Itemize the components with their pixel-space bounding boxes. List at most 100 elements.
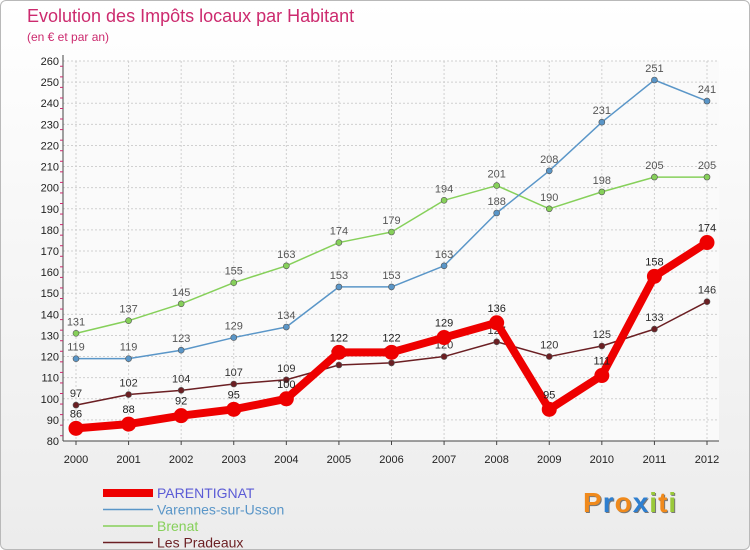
data-point — [493, 338, 500, 346]
data-label: 174 — [698, 223, 716, 235]
proxiti-logo: Proxiti — [583, 487, 677, 519]
data-label: 136 — [487, 303, 505, 315]
logo-letter: r — [602, 487, 615, 518]
data-label: 241 — [698, 84, 716, 96]
data-label: 163 — [435, 249, 453, 261]
logo-letter: t — [658, 487, 669, 518]
y-tick-label: 180 — [41, 225, 59, 237]
data-point — [125, 391, 132, 398]
x-tick-label: 2006 — [379, 454, 403, 466]
logo-letter: i — [649, 487, 659, 518]
data-label: 120 — [540, 340, 558, 352]
x-tick-label: 2012 — [695, 454, 719, 466]
data-label: 133 — [645, 312, 663, 324]
y-tick-label: 80 — [47, 436, 59, 448]
data-label: 153 — [330, 270, 348, 282]
data-point — [703, 173, 711, 181]
data-label: 97 — [70, 388, 82, 400]
data-point — [440, 197, 448, 204]
data-label: 251 — [645, 63, 663, 75]
data-label: 137 — [119, 304, 137, 316]
data-point — [72, 355, 80, 362]
x-tick-label: 2011 — [643, 454, 667, 466]
logo-letter: x — [632, 487, 650, 518]
data-point — [335, 239, 343, 246]
y-tick-label: 150 — [41, 288, 59, 300]
logo-letter: o — [614, 487, 633, 518]
y-tick-label: 170 — [41, 246, 59, 258]
data-point — [125, 317, 132, 324]
data-point — [545, 353, 553, 360]
data-point — [598, 188, 606, 196]
data-label: 123 — [172, 333, 190, 345]
data-label: 129 — [435, 318, 453, 330]
x-tick-label: 2002 — [169, 454, 193, 466]
data-point — [384, 344, 399, 360]
x-tick-label: 2000 — [64, 454, 88, 466]
x-tick-label: 2003 — [222, 454, 246, 466]
x-tick-label: 2001 — [116, 454, 140, 466]
data-point — [283, 323, 290, 331]
data-point — [173, 408, 189, 424]
y-tick-label: 90 — [47, 415, 59, 427]
data-point — [230, 334, 238, 341]
data-point — [545, 205, 553, 213]
data-point — [278, 391, 294, 407]
y-tick-label: 240 — [41, 98, 59, 110]
data-point — [335, 361, 343, 369]
x-tick-label: 2010 — [590, 454, 614, 466]
data-label: 155 — [225, 266, 243, 278]
y-tick-label: 250 — [41, 77, 59, 89]
data-point — [651, 173, 658, 181]
y-tick-label: 220 — [41, 140, 59, 152]
y-tick-label: 260 — [41, 56, 59, 68]
data-label: 95 — [543, 389, 555, 401]
data-label: 119 — [120, 342, 138, 354]
data-point — [72, 401, 80, 409]
data-point — [646, 268, 662, 284]
y-tick-label: 100 — [41, 394, 59, 406]
data-point — [545, 167, 553, 175]
data-point — [703, 298, 711, 305]
y-tick-label: 190 — [41, 204, 59, 216]
chart-title: Evolution des Impôts locaux par Habitant — [27, 6, 355, 26]
y-tick-label: 210 — [41, 162, 59, 174]
data-point — [331, 344, 347, 360]
data-point — [388, 359, 395, 367]
data-label: 92 — [175, 396, 187, 408]
data-label: 188 — [487, 196, 505, 208]
x-tick-label: 2008 — [484, 454, 508, 466]
data-point — [440, 353, 448, 360]
data-label: 95 — [228, 389, 240, 401]
data-point — [594, 368, 610, 384]
data-point — [493, 209, 500, 217]
data-point — [177, 387, 185, 394]
data-point — [177, 346, 185, 354]
data-point — [68, 420, 84, 436]
x-tick-label: 2004 — [274, 454, 298, 466]
legend-label: Brenat — [157, 518, 198, 534]
data-point — [177, 300, 185, 308]
data-label: 158 — [645, 256, 663, 268]
data-label: 109 — [277, 363, 295, 375]
data-label: 129 — [225, 321, 243, 333]
data-label: 201 — [487, 169, 505, 181]
data-label: 146 — [698, 285, 716, 297]
data-label: 88 — [122, 404, 134, 416]
data-point — [703, 97, 711, 105]
data-label: 190 — [540, 192, 558, 204]
data-label: 231 — [593, 105, 611, 117]
data-label: 107 — [225, 367, 243, 379]
data-point — [121, 416, 137, 432]
data-label: 205 — [698, 160, 716, 172]
data-point — [388, 228, 395, 236]
data-label: 134 — [277, 310, 295, 322]
data-label: 179 — [382, 215, 400, 227]
y-tick-label: 140 — [41, 309, 59, 321]
data-label: 86 — [70, 408, 82, 420]
data-point — [230, 279, 238, 286]
data-label: 122 — [382, 332, 400, 344]
data-label: 205 — [645, 160, 663, 172]
